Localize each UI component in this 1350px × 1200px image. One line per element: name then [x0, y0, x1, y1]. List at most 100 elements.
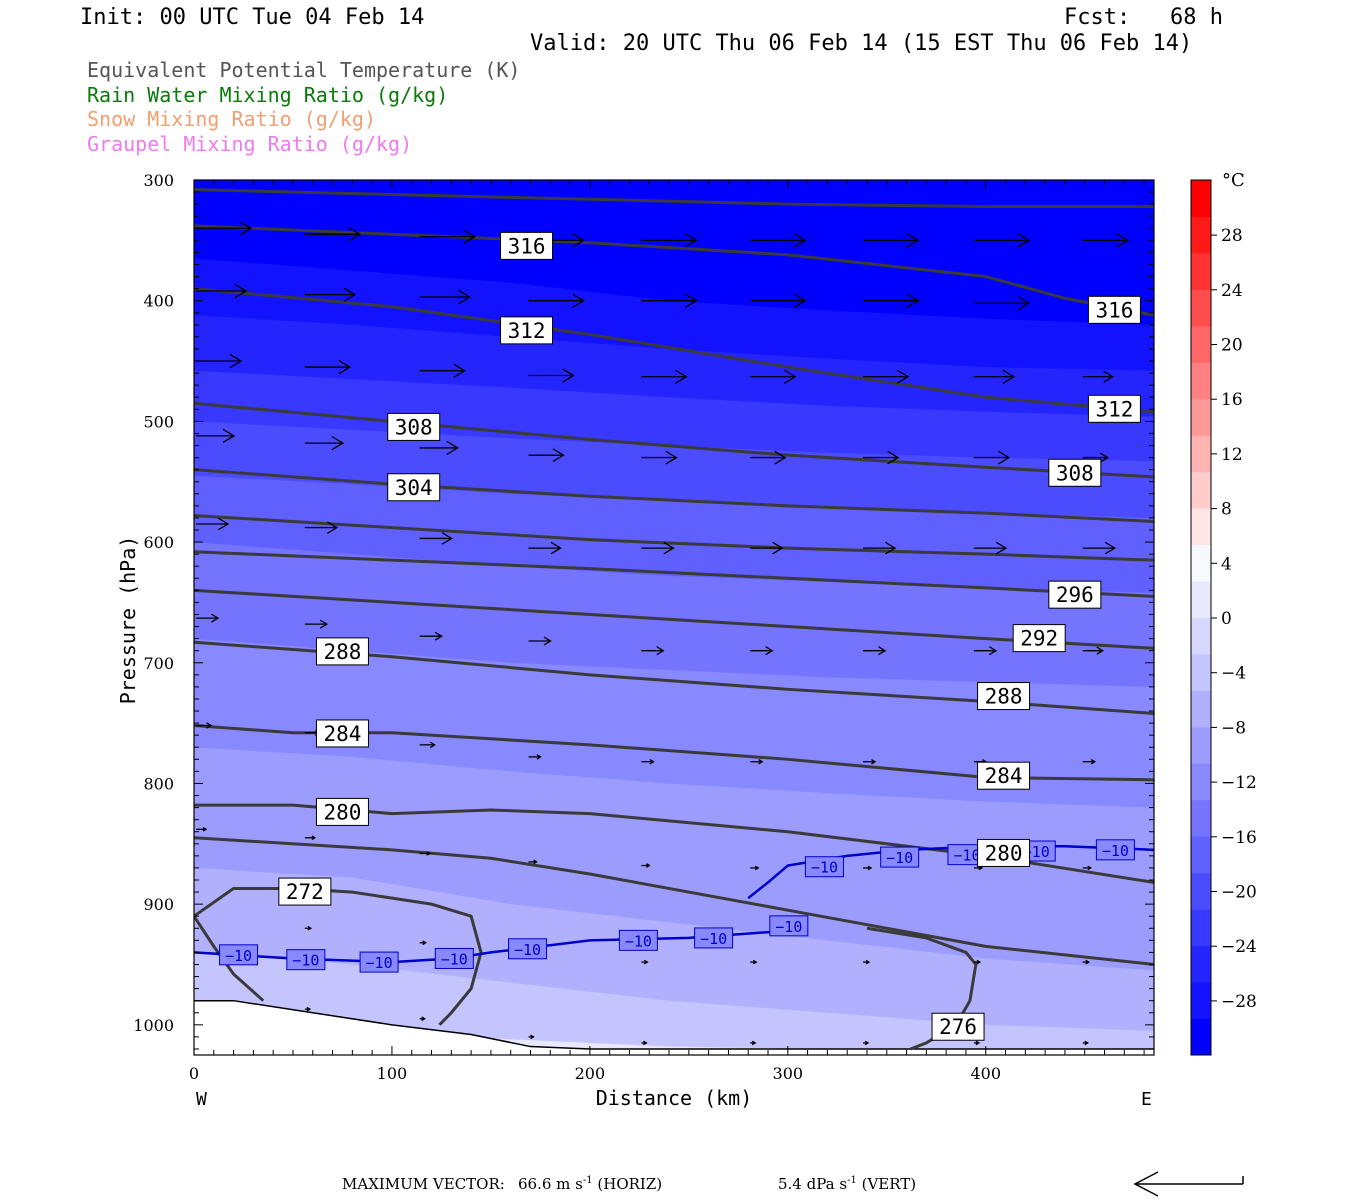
plot-clipped: −10 −10 −10 −10−10 −10 −10−10−10−10 −10 −10 −103…: [194, 180, 1154, 1055]
wind-vector-head: [685, 233, 698, 248]
wind-vector-head: [1090, 759, 1097, 765]
theta-e-label-text: 312: [508, 319, 546, 343]
theta-e-label-text: 284: [323, 722, 361, 746]
wind-vector-head: [533, 859, 538, 865]
wind-vector: [528, 541, 562, 555]
colorbar-swatch: [1191, 763, 1211, 801]
wind-vector-head: [752, 959, 758, 965]
theta-e-label-box: [977, 761, 1031, 790]
isotherm-label-text: −10: [625, 932, 652, 950]
wind-vector-head: [348, 227, 362, 242]
wind-vector: [304, 287, 357, 302]
x-left-label: W: [196, 1089, 207, 1110]
wind-vector-head: [793, 293, 807, 308]
wind-vector: [1082, 759, 1097, 765]
wind-vector: [196, 517, 230, 531]
wind-vector: [528, 1034, 535, 1040]
horiz-value: 66.6 m s: [518, 1175, 583, 1193]
theta-e-label-text: 316: [1095, 298, 1133, 322]
isotherm-label-text: −10: [811, 859, 838, 877]
wind-vector: [863, 450, 900, 465]
theta-e-contour: [194, 224, 1154, 317]
y-tick-label: 1000: [133, 1016, 174, 1035]
wind-vector-head: [239, 221, 253, 236]
theta-e-label: 308: [1048, 458, 1102, 487]
theta-e-label-text: 308: [1056, 461, 1094, 485]
wind-vector: [750, 759, 764, 765]
colorbar: 28 24 20 16 12 8 4 0 −4 −8 −12 −16 −20 −24 −28: [1190, 179, 1257, 1056]
isotherm-label-box: [880, 846, 920, 868]
wind-vector-head: [663, 541, 675, 555]
theta-e-label: 276: [931, 1012, 985, 1041]
wind-vector: [641, 541, 675, 555]
theta-e-label: 288: [977, 682, 1031, 711]
isotherm-label: −10: [947, 844, 987, 866]
isotherm-label: −10: [434, 947, 474, 969]
wind-vector: [528, 754, 542, 760]
isotherm-label-text: −10: [441, 950, 468, 968]
wind-vector: [750, 959, 758, 965]
wind-vector-head: [885, 541, 897, 555]
wind-vector: [419, 631, 443, 641]
x-tick-label: 200: [575, 1064, 606, 1083]
wind-vector-head: [758, 759, 764, 765]
colorbar-swatch: [1191, 289, 1211, 327]
isotherm-label-text: −10: [1102, 842, 1129, 860]
wind-vector: [304, 835, 317, 841]
colorbar-swatch: [1191, 216, 1211, 254]
wind-vector: [528, 636, 552, 646]
max-vector-arrow: [1133, 1171, 1244, 1197]
wind-vector: [304, 227, 362, 242]
theta-e-label-box: [278, 877, 332, 906]
wind-vector-head: [572, 233, 585, 248]
isotherm-label-text: −10: [225, 947, 252, 965]
wind-vector: [528, 293, 585, 308]
colorbar-tick-label: 24: [1221, 281, 1243, 301]
wind-vector-head: [1104, 541, 1117, 555]
theta-e-label-text: 272: [286, 880, 324, 904]
colorbar-swatch: [1191, 945, 1211, 983]
theta-e-label-box: [1087, 394, 1141, 423]
wind-vector-head: [536, 754, 542, 760]
wind-vector-head: [229, 353, 243, 369]
wind-vector-head: [765, 646, 774, 656]
theta-e-label-box: [1087, 295, 1141, 324]
theta-e-label: 296: [1048, 580, 1102, 609]
wind-vector-head: [206, 722, 213, 729]
theta-e-contour: [194, 188, 1154, 209]
isotherm-label-box: [618, 929, 658, 951]
wind-vector: [750, 1040, 757, 1046]
theta-e-label-text: 280: [985, 841, 1023, 865]
colorbar-tick-label: −12: [1221, 773, 1257, 793]
colorbar-swatch: [1191, 799, 1211, 837]
x-tick-label: 400: [970, 1064, 1001, 1083]
isotherm-label: −10: [1095, 839, 1135, 861]
wind-vector-head: [307, 925, 313, 931]
wind-vector: [750, 450, 787, 465]
theta-e-contour: [194, 550, 1154, 598]
wind-vector: [528, 448, 565, 463]
wind-vector: [973, 646, 998, 656]
theta-e-label: 288: [315, 637, 369, 666]
wind-vector-head: [441, 532, 453, 545]
wind-vector: [973, 450, 1011, 465]
wind-vector: [973, 233, 1031, 248]
wind-vector-head: [1096, 646, 1105, 655]
wind-vector: [863, 959, 871, 965]
wind-vector-head: [871, 759, 877, 765]
wind-vector: [304, 521, 339, 534]
wind-vector-head: [1099, 452, 1110, 463]
wind-vector: [863, 369, 910, 384]
terrain: [194, 1000, 1154, 1055]
y-tick-label: 600: [143, 533, 174, 552]
theta-e-label-text: 284: [985, 764, 1023, 788]
wind-vector-head: [751, 1040, 757, 1046]
isotherm-label-text: −10: [514, 941, 541, 959]
x-tick-label: 300: [773, 1064, 804, 1083]
theta-e-contour: [194, 287, 1154, 414]
wind-vector: [973, 541, 1008, 555]
theta-e-label: 280: [315, 797, 369, 826]
theta-e-label: 272: [278, 877, 332, 906]
legend-graupel: Graupel Mixing Ratio (g/kg): [87, 132, 413, 156]
theta-e-label: 316: [1087, 295, 1141, 324]
